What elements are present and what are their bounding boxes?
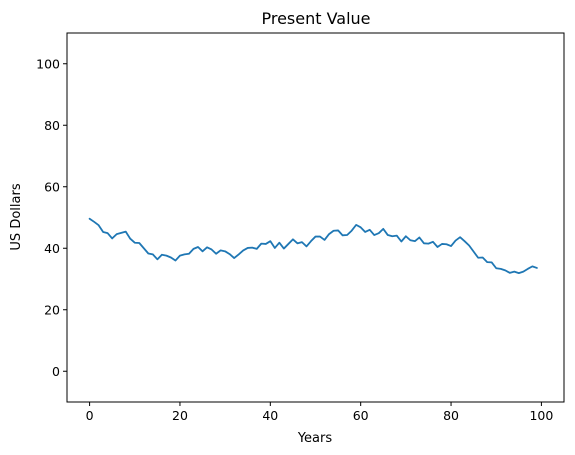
y-tick-label: 80 (44, 118, 60, 133)
x-tick-label: 60 (353, 408, 369, 423)
y-tick-label: 20 (44, 302, 60, 317)
series-line (88, 217, 538, 275)
y-tick-label: 60 (44, 179, 60, 194)
y-tick-label: 40 (44, 241, 60, 256)
x-tick-label: 20 (172, 408, 188, 423)
y-axis-label: US Dollars (9, 183, 24, 250)
plot-area (88, 217, 538, 275)
x-tick-label: 80 (443, 408, 459, 423)
x-axis-label: Years (297, 431, 333, 446)
y-tick-label: 0 (52, 364, 60, 379)
chart-title: Present Value (261, 9, 370, 28)
plot-frame (66, 32, 565, 403)
x-tick-label: 0 (86, 408, 94, 423)
y-axis: 0 20 40 60 80 100 (36, 56, 67, 379)
y-tick-label: 100 (36, 56, 60, 71)
x-tick-label: 40 (262, 408, 278, 423)
x-axis: 0 20 40 60 80 100 (86, 402, 553, 423)
x-tick-label: 100 (529, 408, 553, 423)
